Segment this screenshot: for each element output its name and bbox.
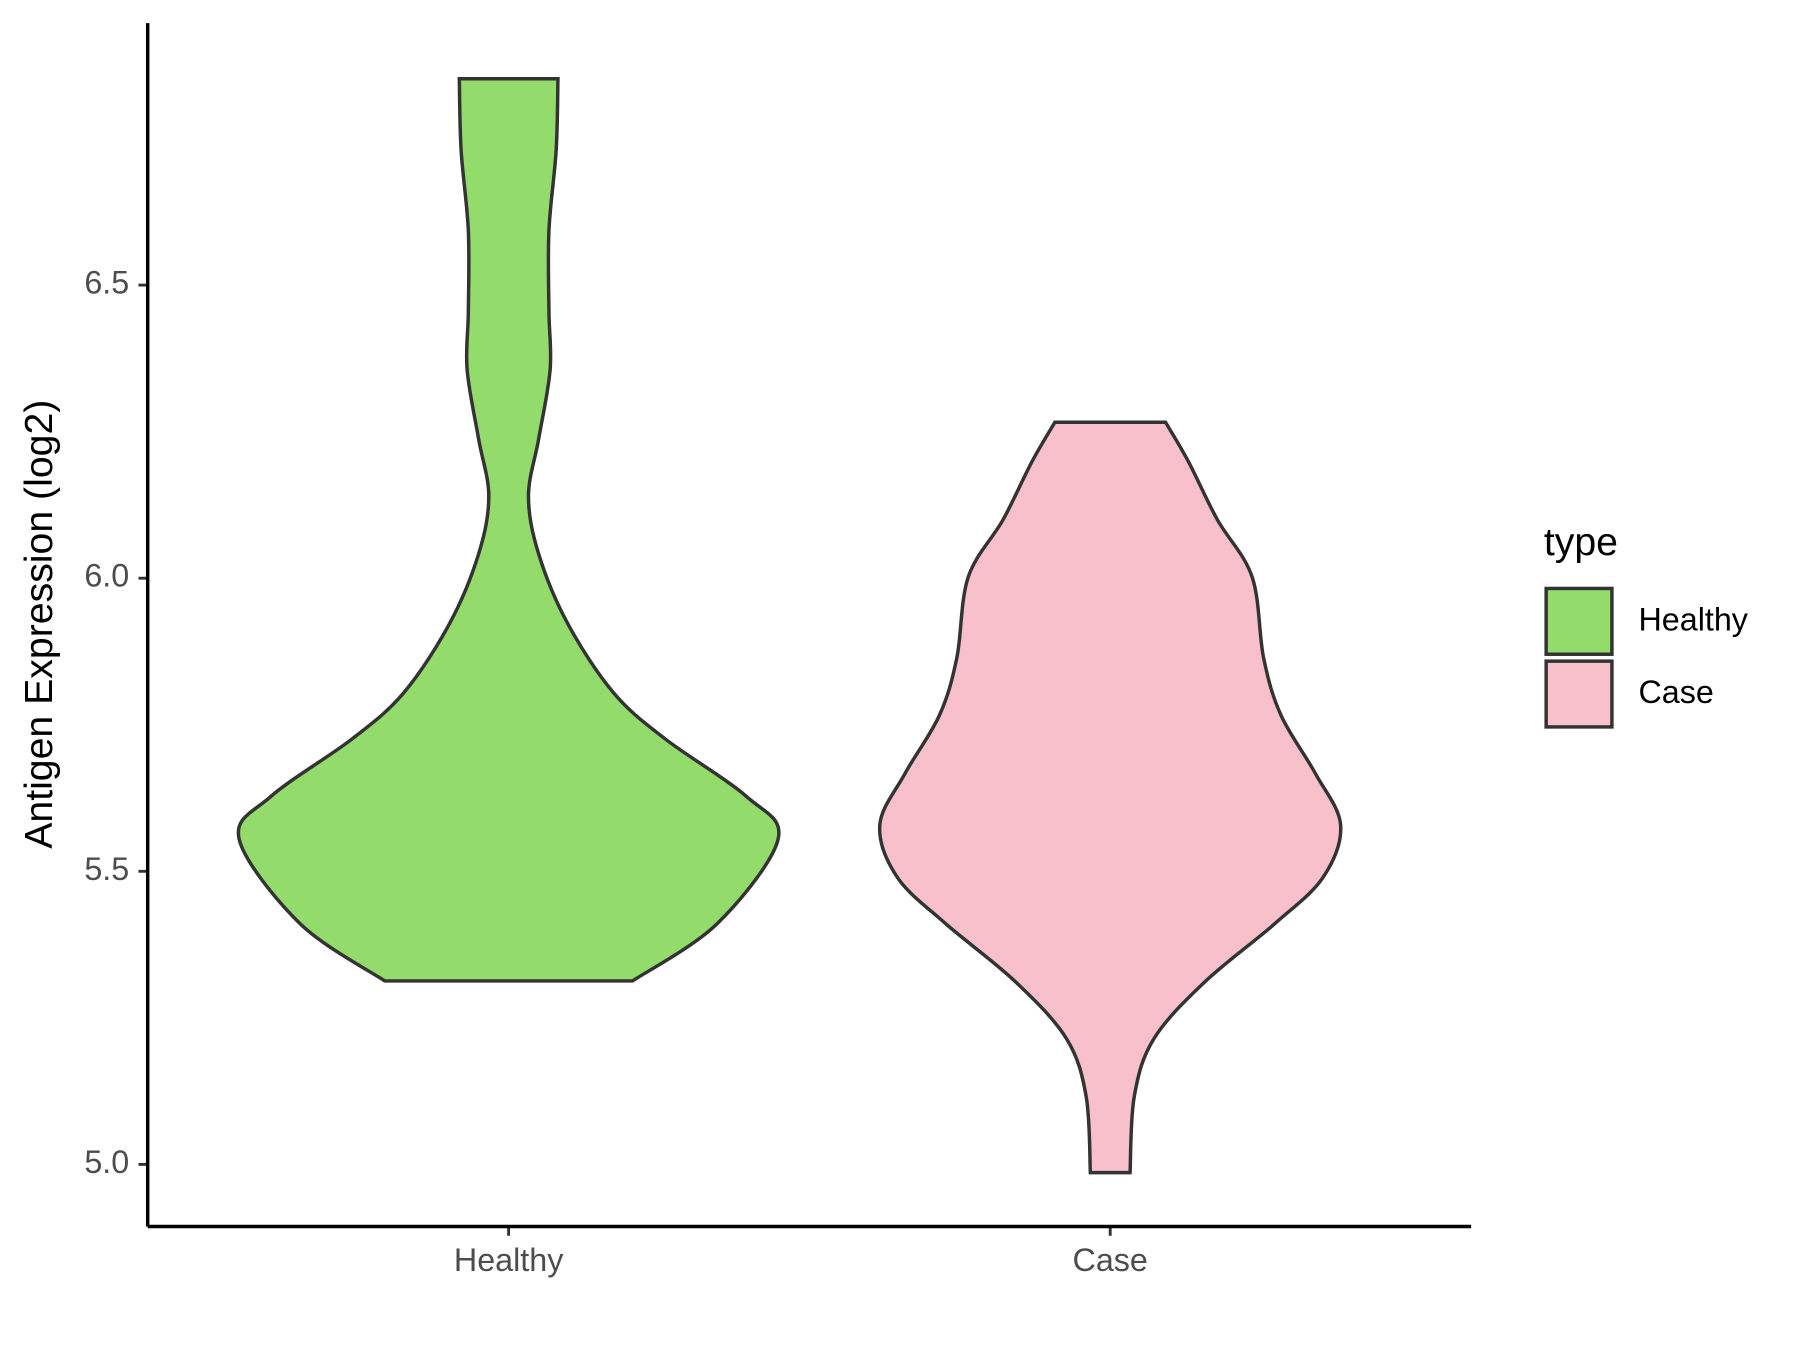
violin — [878, 420, 1343, 1175]
y-tick-label: 6.5 — [84, 265, 129, 301]
legend-label: Case — [1638, 674, 1713, 710]
y-tick-label: 6.0 — [84, 558, 129, 594]
x-tick-label: Case — [1073, 1242, 1148, 1278]
legend-key — [1544, 586, 1614, 656]
legend-key — [1544, 659, 1614, 729]
x-tick-label: Healthy — [454, 1242, 564, 1278]
y-tick-label: 5.0 — [84, 1144, 129, 1180]
y-tick-label: 5.5 — [84, 851, 129, 887]
y-axis-title: Antigen Expression (log2) — [17, 400, 61, 849]
legend-title: type — [1544, 520, 1618, 564]
violin — [236, 77, 781, 983]
legend-label: Healthy — [1638, 601, 1748, 637]
